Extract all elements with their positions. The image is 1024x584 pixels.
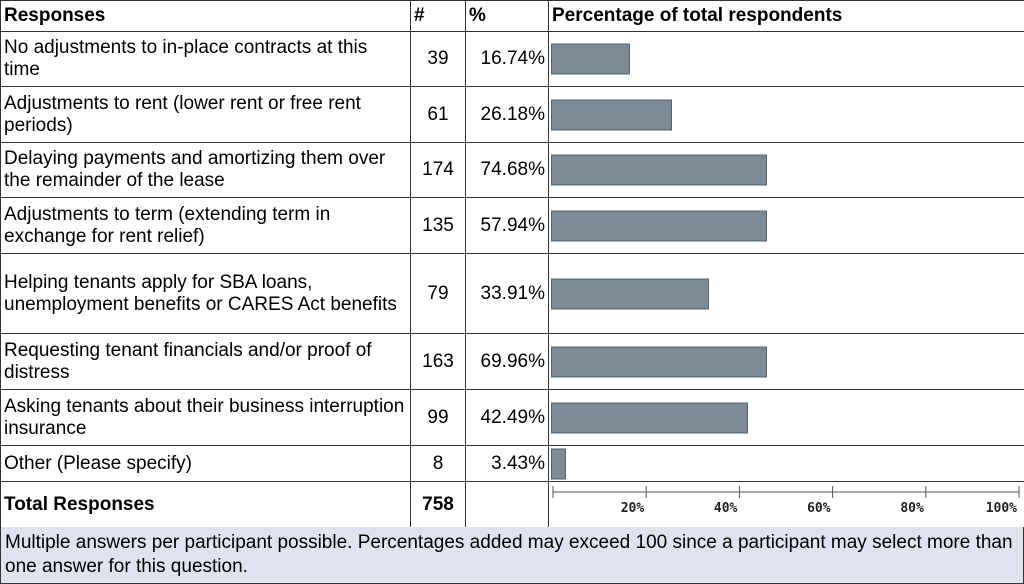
response-label: Requesting tenant financials and/or proo… [0,333,411,390]
table-row: Asking tenants about their business inte… [0,389,1024,446]
x-axis-cell: 20% 40% 60% 80% 100% [548,481,1024,528]
footnote: Multiple answers per participant possibl… [0,527,1024,584]
response-percent: 69.96% [465,333,549,390]
x-tick-label: 20% [621,501,645,516]
x-tick-label: 40% [714,501,738,516]
bar-mark [551,154,768,186]
total-count: 758 [410,481,466,528]
responses-header: Responses [0,0,411,32]
bar-mark [551,346,768,377]
bar-mark [551,402,749,433]
table-row: Delaying payments and amortizing them ov… [0,142,1024,198]
response-label: Other (Please specify) [0,445,411,482]
responses-table: Responses # % Percentage of total respon… [0,0,1024,528]
response-percent: 3.43% [465,445,549,482]
response-label: Helping tenants apply for SBA loans, une… [0,253,411,334]
table-row: Other (Please specify) 8 3.43% [0,445,1024,482]
response-label: Asking tenants about their business inte… [0,389,411,446]
response-percent: 33.91% [465,253,549,334]
bar-mark [551,99,672,130]
response-label: No adjustments to in-place contracts at … [0,31,411,87]
response-count: 79 [410,253,466,334]
response-count: 135 [410,197,466,254]
response-count: 174 [410,142,466,198]
x-tick-label: 60% [807,501,831,516]
count-header: # [410,0,466,32]
chart-header: Percentage of total respondents [548,0,1024,32]
total-label: Total Responses [0,481,411,528]
response-label: Adjustments to rent (lower rent or free … [0,86,411,143]
table-row: Requesting tenant financials and/or proo… [0,333,1024,390]
header-row: Responses # % Percentage of total respon… [0,0,1024,32]
response-percent: 42.49% [465,389,549,446]
response-percent: 74.68% [465,142,549,198]
table-row: Helping tenants apply for SBA loans, une… [0,253,1024,334]
bar-mark [551,43,631,75]
response-count: 99 [410,389,466,446]
bar-mark [551,210,768,241]
response-percent: 26.18% [465,86,549,143]
response-count: 61 [410,86,466,143]
response-count: 163 [410,333,466,390]
response-label: Delaying payments and amortizing them ov… [0,142,411,198]
response-count: 39 [410,31,466,87]
x-axis: 20% 40% 60% 80% 100% [552,486,1020,516]
x-tick-label: 100% [986,501,1017,516]
response-label: Adjustments to term (extending term in e… [0,197,411,254]
table-row: Adjustments to rent (lower rent or free … [0,86,1024,143]
percent-header: % [465,0,549,32]
bar-mark [551,448,567,479]
x-tick-label: 80% [900,501,924,516]
total-row: Total Responses 758 20% 40% 60% 80% 100% [0,481,1024,528]
response-count: 8 [410,445,466,482]
bar-mark [551,278,709,309]
table-row: No adjustments to in-place contracts at … [0,31,1024,87]
response-percent: 16.74% [465,31,549,87]
table-row: Adjustments to term (extending term in e… [0,197,1024,254]
response-percent: 57.94% [465,197,549,254]
